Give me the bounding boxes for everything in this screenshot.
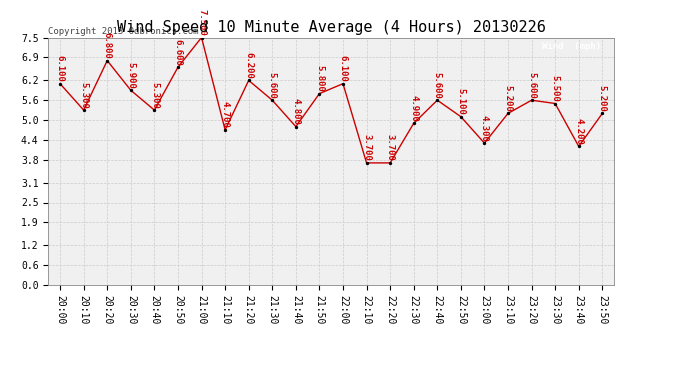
Point <box>432 97 443 103</box>
Text: 5.600: 5.600 <box>268 72 277 99</box>
Text: 6.200: 6.200 <box>244 52 253 79</box>
Point <box>573 143 584 149</box>
Text: 6.100: 6.100 <box>339 55 348 82</box>
Point <box>479 140 490 146</box>
Text: 4.700: 4.700 <box>221 101 230 128</box>
Point <box>243 77 254 83</box>
Point <box>337 81 348 87</box>
Point <box>526 97 537 103</box>
Text: 5.500: 5.500 <box>551 75 560 102</box>
Point <box>149 107 160 113</box>
Text: 3.700: 3.700 <box>362 134 371 161</box>
Point <box>219 127 230 133</box>
Text: 4.300: 4.300 <box>480 115 489 141</box>
Text: 5.600: 5.600 <box>527 72 536 99</box>
Title: Wind Speed 10 Minute Average (4 Hours) 20130226: Wind Speed 10 Minute Average (4 Hours) 2… <box>117 20 546 35</box>
Text: 4.800: 4.800 <box>291 98 300 125</box>
Text: 5.800: 5.800 <box>315 65 324 92</box>
Text: 6.100: 6.100 <box>56 55 65 82</box>
Text: 6.600: 6.600 <box>173 39 182 66</box>
Point <box>502 110 513 116</box>
Text: 5.300: 5.300 <box>150 82 159 108</box>
Point <box>290 124 302 130</box>
Point <box>55 81 66 87</box>
Text: 4.200: 4.200 <box>574 118 583 145</box>
Point <box>455 114 466 120</box>
Text: 5.600: 5.600 <box>433 72 442 99</box>
Point <box>384 160 395 166</box>
Point <box>550 100 561 106</box>
Point <box>267 97 278 103</box>
Point <box>314 91 325 97</box>
Text: Copyright 2013 Odbronics.com: Copyright 2013 Odbronics.com <box>48 27 199 36</box>
Point <box>196 34 207 40</box>
Text: 5.100: 5.100 <box>456 88 465 115</box>
Text: 5.200: 5.200 <box>504 85 513 112</box>
Point <box>78 107 89 113</box>
Text: 5.200: 5.200 <box>598 85 607 112</box>
Point <box>597 110 608 116</box>
Text: 4.900: 4.900 <box>409 95 418 122</box>
Point <box>126 87 137 93</box>
Point <box>361 160 372 166</box>
Text: 7.500: 7.500 <box>197 9 206 36</box>
Text: 3.700: 3.700 <box>386 134 395 161</box>
Text: 5.300: 5.300 <box>79 82 88 108</box>
Point <box>408 120 420 126</box>
Point <box>172 64 184 70</box>
Text: 6.800: 6.800 <box>103 32 112 59</box>
Text: 5.900: 5.900 <box>126 62 135 88</box>
Point <box>101 58 112 64</box>
